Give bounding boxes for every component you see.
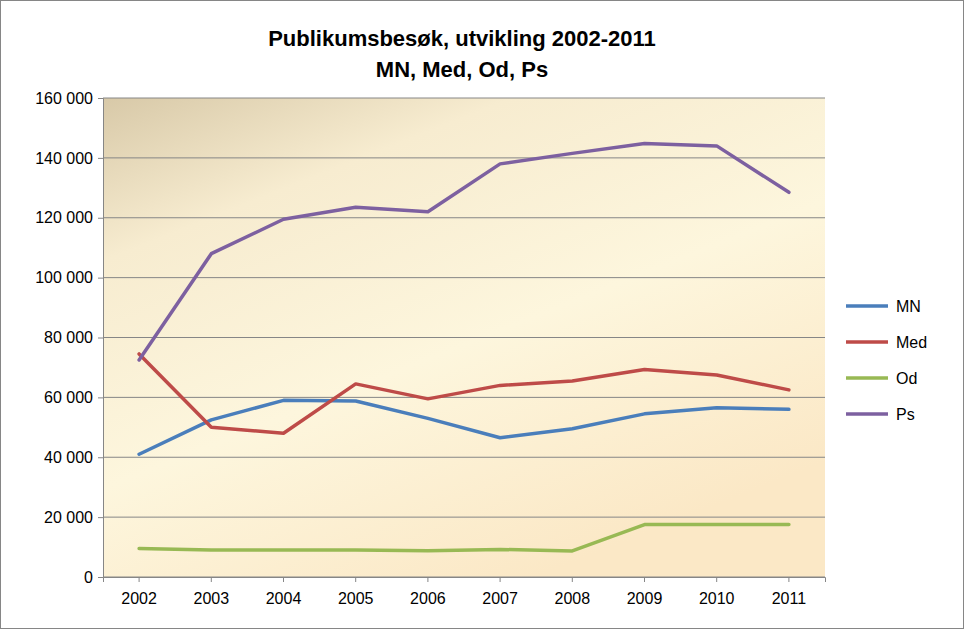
x-tick-label: 2002 [121, 590, 157, 607]
x-tick-label: 2010 [699, 590, 735, 607]
y-axis: 0 20 000 40 000 60 000 80 000 100 000 120 000 1… [35, 90, 103, 586]
x-tick: 2005 [338, 577, 374, 607]
x-tick: 2010 [699, 577, 735, 607]
x-tick-label: 2011 [772, 590, 807, 607]
plot-area [103, 98, 825, 577]
y-tick-label: 60 000 [44, 389, 93, 406]
x-axis-line [104, 578, 826, 583]
x-tick-mark [716, 577, 717, 582]
series-line [139, 400, 789, 454]
y-tick-mark [98, 397, 103, 398]
x-tick: 2011 [772, 577, 807, 607]
x-tick-mark [427, 577, 428, 582]
grid [103, 98, 825, 577]
x-tick-label: 2008 [555, 590, 591, 607]
y-tick-mark [98, 98, 103, 99]
x-tick: 2008 [555, 577, 591, 607]
y-tick: 160 000 [35, 90, 103, 107]
y-tick-label: 140 000 [35, 149, 93, 166]
chart-border [1, 1, 964, 629]
x-tick: 2002 [121, 577, 157, 607]
grid-line [103, 457, 825, 458]
y-tick-label: 160 000 [35, 90, 93, 107]
legend-label: MN [896, 298, 921, 315]
grid-line [103, 397, 825, 398]
title: Publikumsbesøk, utvikling 2002-2011 [268, 26, 656, 51]
x-tick-label: 2004 [266, 590, 302, 607]
x-tick-label: 2005 [338, 590, 374, 607]
grid-line [103, 217, 825, 218]
x-tick: 2003 [194, 577, 230, 607]
y-tick-label: 40 000 [44, 449, 93, 466]
y-tick: 80 000 [44, 329, 103, 346]
y-axis-line [98, 99, 104, 578]
legend-label: Ps [896, 406, 915, 423]
legend-label: Od [896, 370, 917, 387]
y-tick: 60 000 [44, 389, 103, 406]
y-tick-mark [98, 158, 103, 159]
y-tick-mark [98, 278, 103, 279]
lines [139, 144, 789, 551]
x-tick-label: 2007 [482, 590, 518, 607]
y-tick-mark [98, 218, 103, 219]
legend-label: Med [896, 334, 927, 351]
x-tick: 2007 [482, 577, 518, 607]
x-tick-mark [572, 577, 573, 582]
x-tick-mark [788, 577, 789, 582]
legend-swatch [846, 412, 888, 416]
x-tick: 2004 [266, 577, 302, 607]
y-tick: 20 000 [44, 509, 103, 526]
grid-line [103, 277, 825, 278]
y-tick-label: 20 000 [44, 509, 93, 526]
y-tick: 40 000 [44, 449, 103, 466]
x-tick-mark [283, 577, 284, 582]
x-tick: 2006 [410, 577, 446, 607]
y-tick-label: 100 000 [35, 269, 93, 286]
y-tick-mark [98, 577, 103, 578]
x-tick-label: 2006 [410, 590, 446, 607]
y-tick: 120 000 [35, 209, 103, 226]
legend-swatch [846, 304, 888, 308]
grid-line [103, 517, 825, 518]
x-tick-label: 2003 [194, 590, 230, 607]
x-tick: 2009 [627, 577, 663, 607]
series-line [139, 144, 789, 360]
grid-line [103, 157, 825, 158]
x-axis: 2002 2003 2004 2005 2006 2007 2008 2009 2010 2011 [104, 577, 826, 607]
x-tick-mark [644, 577, 645, 582]
x-tick-mark [355, 577, 356, 582]
y-tick-label: 0 [84, 569, 93, 586]
y-tick-label: 80 000 [44, 329, 93, 346]
series-line [139, 354, 789, 433]
x-tick-label: 2009 [627, 590, 663, 607]
legend-swatch [846, 340, 888, 344]
y-tick-mark [98, 517, 103, 518]
y-tick: 0 [84, 569, 103, 586]
x-tick-mark [211, 577, 212, 582]
x-tick-mark [500, 577, 501, 582]
y-tick: 100 000 [35, 269, 103, 286]
grid-line [103, 337, 825, 338]
series-line [139, 525, 789, 551]
x-tick-mark [139, 577, 140, 582]
legend: MN Med Od Ps [846, 298, 927, 423]
y-tick: 140 000 [35, 149, 103, 166]
y-tick-mark [98, 338, 103, 339]
grid-line [103, 98, 825, 99]
legend-swatch [846, 376, 888, 380]
y-tick-mark [98, 457, 103, 458]
subtitle: MN, Med, Od, Ps [376, 57, 548, 82]
y-tick-label: 120 000 [35, 209, 93, 226]
chart: Publikumsbesøk, utvikling 2002-2011 MN, M… [0, 0, 964, 629]
